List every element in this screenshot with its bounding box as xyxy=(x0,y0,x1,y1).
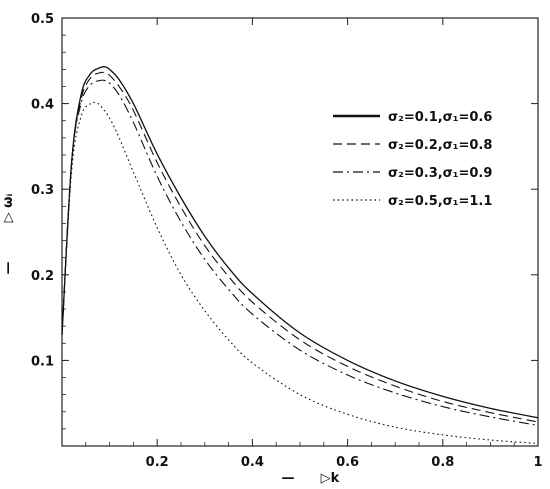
x-axis-label-prefix: — xyxy=(282,471,295,486)
y-axis-label-prefix: — xyxy=(1,262,16,275)
y-tick-label: 0.5 xyxy=(31,12,54,27)
x-tick-label: 0.6 xyxy=(336,455,359,470)
x-tick-label: 0.4 xyxy=(241,455,264,470)
legend-entry-2: σ₂=0.2,σ₁=0.8 xyxy=(388,138,492,153)
legend-entry-1: σ₂=0.1,σ₁=0.6 xyxy=(388,110,492,125)
y-tick-label: 0.2 xyxy=(31,269,54,284)
legend-entry-3: σ₂=0.3,σ₁=0.9 xyxy=(388,166,492,181)
y-tick-label: 0.1 xyxy=(31,354,54,369)
plot-area xyxy=(61,17,539,447)
legend-entry-4: σ₂=0.5,σ₁=1.1 xyxy=(388,194,492,209)
ticks: 0.2 0.4 0.6 0.8 1 0.1 0.2 0.3 0.4 0.5 xyxy=(31,12,543,470)
curves xyxy=(61,65,539,444)
series-line-1 xyxy=(61,65,539,419)
x-tick-label: 1 xyxy=(533,455,542,470)
series-line-2 xyxy=(61,71,539,423)
x-tick-label: 0.8 xyxy=(431,455,454,470)
series-line-3 xyxy=(61,79,539,427)
x-tick-label: 0.2 xyxy=(146,455,169,470)
y-axis-label: ▷ ωᵢ xyxy=(1,194,16,223)
y-tick-label: 0.4 xyxy=(31,98,54,113)
x-axis-label: ▷k xyxy=(321,471,340,486)
legend: σ₂=0.1,σ₁=0.6 σ₂=0.2,σ₁=0.8 σ₂=0.3,σ₁=0.9 σ… xyxy=(333,110,492,209)
y-tick-label: 0.3 xyxy=(31,183,54,198)
